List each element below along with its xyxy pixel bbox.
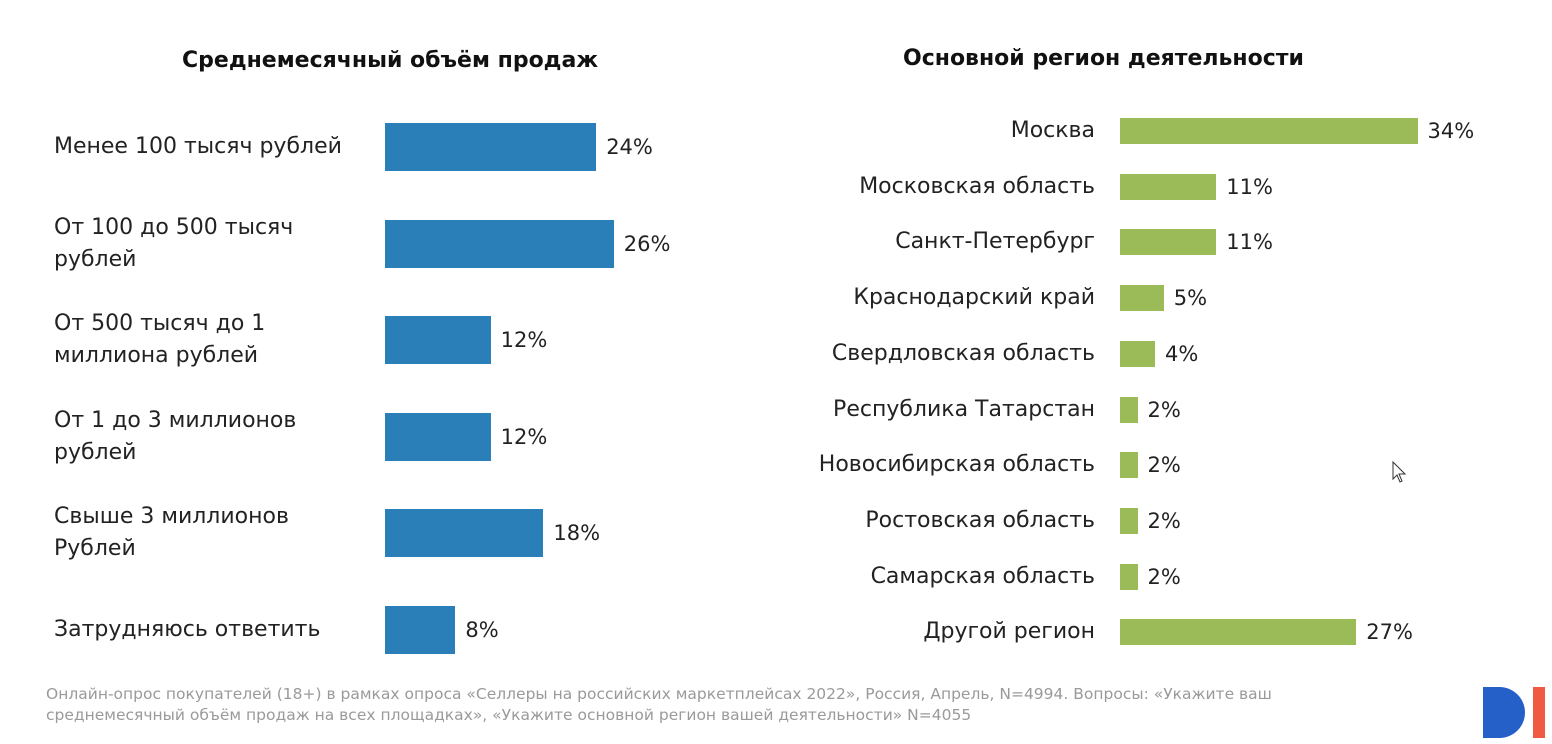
bar [1120,452,1138,479]
bar [1120,619,1357,646]
category-label: Санкт-Петербург [895,229,1095,255]
category-label: Самарская область [870,563,1095,589]
bar [1120,563,1138,590]
data-label: 11% [1226,174,1273,199]
bar [385,123,597,171]
logo-i-shape [1533,687,1545,738]
data-label: 8% [465,618,499,642]
left-chart-title: Среднемесячный объём продаж [182,48,599,73]
category-label: От 100 до 500 тысяч рублей [54,214,294,272]
data-label: 2% [1147,508,1181,533]
category-label: Другой регион [923,619,1095,645]
data-label: 18% [553,521,601,546]
bar [385,412,491,461]
category-label: Республика Татарстан [833,396,1095,422]
right-chart-title: Основной регион деятельности [903,46,1304,71]
data-label: 34% [1427,119,1475,143]
data-label: 27% [1366,620,1413,645]
bar [1120,118,1418,144]
mouse-pointer-icon [1392,461,1407,483]
bar [385,219,614,268]
category-label: Затрудняюсь ответить [54,617,321,642]
bar [1120,396,1138,423]
category-label: Ростовская область [865,507,1095,533]
category-label: Менее 100 тысяч рублей [54,134,342,159]
category-label: Свердловская область [831,340,1095,366]
bar [385,606,456,654]
data-label: 11% [1226,230,1273,255]
bar [1120,173,1217,200]
category-label: От 1 до 3 миллионов рублей [54,407,297,465]
footnote: Онлайн-опрос покупателей (18+) в рамках … [46,685,1272,724]
data-label: 2% [1147,397,1181,422]
data-label: 5% [1173,286,1208,311]
bar [1120,507,1138,534]
bar [385,509,544,558]
data-label: 2% [1147,453,1181,478]
category-label: Свыше 3 миллионов Рублей [54,504,289,562]
bar [1120,229,1217,256]
data-label: 12% [500,424,548,449]
bar [1120,285,1164,312]
bar [1120,340,1155,367]
bar [385,316,491,365]
category-label: От 500 тысяч до 1 миллиона рублей [54,311,266,369]
data-label: 2% [1147,564,1181,589]
category-label: Краснодарский край [853,285,1095,311]
category-label: Московская область [859,173,1095,199]
data-label: 26% [623,231,671,256]
data-label: 12% [500,328,548,353]
data-label: 4% [1165,341,1199,366]
category-label: Новосибирская область [818,452,1095,478]
category-label: Москва [1010,118,1095,143]
data-label: 24% [606,135,653,159]
logo-d-shape [1483,687,1525,738]
